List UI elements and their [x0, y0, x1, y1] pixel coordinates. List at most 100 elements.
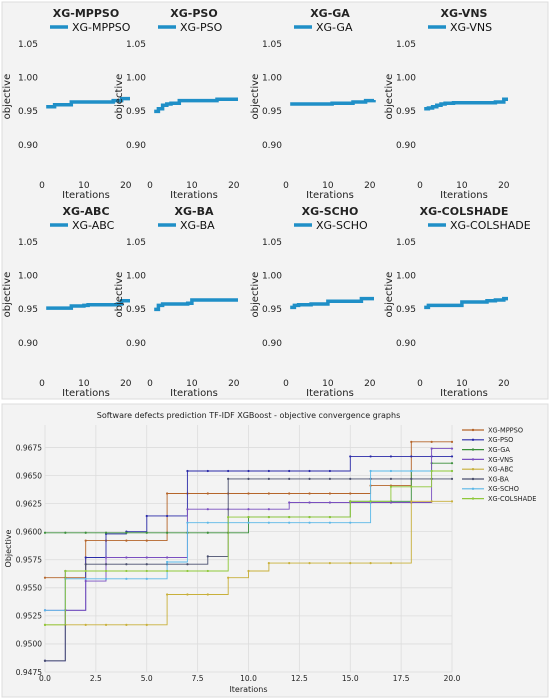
y-tick-label: 0.9625 — [16, 499, 42, 508]
legend-label: XG-GA — [488, 446, 510, 454]
data-point — [125, 563, 128, 566]
y-tick-label: 1.05 — [262, 40, 282, 50]
data-point — [166, 531, 169, 534]
data-point — [288, 501, 291, 504]
data-point — [227, 477, 230, 480]
y-tick-label: 0.9575 — [16, 556, 42, 565]
data-point — [84, 563, 87, 566]
x-tick-label: 17.5 — [393, 674, 410, 683]
panel-title: XG-BA — [175, 205, 214, 218]
y-tick-label: 0.9600 — [16, 527, 42, 536]
data-point — [206, 469, 209, 473]
data-point — [450, 447, 454, 450]
data-point — [84, 539, 87, 542]
y-tick-label: 0.90 — [396, 339, 416, 349]
data-point — [125, 539, 128, 542]
series-line — [45, 448, 452, 611]
legend-label: XG-VNS — [450, 21, 492, 34]
data-point — [247, 521, 250, 524]
data-point — [308, 501, 311, 504]
legend: XG-BA — [158, 219, 215, 232]
x-axis-label: Iterations — [306, 388, 354, 399]
data-point — [145, 514, 148, 518]
panel-title: XG-COLSHADE — [420, 205, 509, 218]
data-point — [328, 469, 331, 473]
data-point — [104, 556, 108, 559]
y-tick-label: 0.9675 — [16, 443, 42, 452]
data-point — [206, 521, 209, 524]
series-line — [154, 298, 238, 312]
y-axis-label: objective — [384, 272, 395, 318]
data-point — [308, 477, 311, 480]
panel-title: XG-VNS — [441, 7, 488, 20]
y-axis-label: objective — [114, 272, 125, 318]
data-point — [84, 556, 87, 559]
x-tick-label: 20 — [364, 181, 376, 191]
data-point — [369, 469, 372, 473]
data-point — [308, 561, 311, 565]
series-XG-COLSHADE — [43, 469, 454, 626]
data-point — [430, 447, 433, 450]
legend-marker — [471, 448, 475, 451]
data-point — [206, 508, 209, 511]
data-point — [145, 577, 148, 580]
data-point — [247, 477, 250, 480]
data-point — [186, 569, 189, 573]
data-point — [206, 492, 209, 495]
data-point — [145, 563, 148, 566]
data-point — [125, 577, 128, 580]
x-tick-label: 20 — [364, 379, 376, 389]
data-point — [43, 531, 47, 534]
data-point — [389, 501, 393, 504]
x-tick-label: 0 — [283, 181, 289, 191]
data-point — [247, 515, 250, 519]
y-tick-label: 1.05 — [18, 238, 38, 248]
data-point — [247, 492, 250, 495]
x-tick-label: 20 — [120, 379, 132, 389]
data-point — [369, 500, 372, 503]
series-line — [424, 296, 508, 310]
legend-label: XG-GA — [316, 21, 353, 34]
x-tick-label: 10 — [186, 379, 198, 389]
data-point — [267, 477, 270, 480]
y-tick-label: 1.00 — [262, 272, 282, 282]
data-point — [227, 469, 230, 473]
data-point — [328, 515, 331, 519]
series-line — [45, 500, 452, 626]
panel-7: XG-SCHO 1.05 1.00 0.95 0.90 0 10 20 Iterations ob… — [250, 205, 376, 399]
series-line — [424, 97, 508, 111]
data-point — [450, 477, 454, 480]
y-tick-label: 0.90 — [18, 141, 38, 151]
legend: XG-SCHO — [294, 219, 368, 232]
data-point — [450, 440, 454, 443]
legend: XG-GA — [294, 21, 353, 34]
data-point — [145, 539, 148, 542]
y-tick-label: 0.9650 — [16, 471, 42, 480]
data-point — [328, 477, 331, 480]
y-tick-label: 0.9475 — [16, 668, 42, 677]
x-tick-label: 0 — [417, 181, 423, 191]
data-point — [267, 515, 270, 519]
data-point — [43, 609, 47, 612]
x-axis-label: Iterations — [440, 190, 488, 201]
data-point — [389, 485, 393, 488]
x-axis-label: Iterations — [62, 190, 110, 201]
data-point — [64, 531, 67, 534]
y-axis-label: objective — [384, 74, 395, 120]
x-tick-label: 20 — [228, 181, 240, 191]
y-tick-label: 0.90 — [126, 339, 146, 349]
data-point — [450, 455, 454, 458]
legend-label: XG-MPPSO — [488, 426, 523, 434]
y-tick-label: 1.00 — [262, 74, 282, 84]
data-point — [64, 569, 67, 573]
data-point — [308, 515, 311, 519]
data-point — [430, 440, 433, 443]
panel-8: XG-COLSHADE 1.05 1.00 0.95 0.90 0 10 20 Iteratio… — [384, 205, 531, 399]
data-point — [125, 531, 128, 534]
y-tick-label: 0.90 — [262, 339, 282, 349]
data-point — [104, 577, 108, 580]
y-axis-label: Objective — [4, 529, 13, 567]
data-point — [43, 623, 47, 626]
y-tick-label: 0.95 — [396, 305, 416, 315]
